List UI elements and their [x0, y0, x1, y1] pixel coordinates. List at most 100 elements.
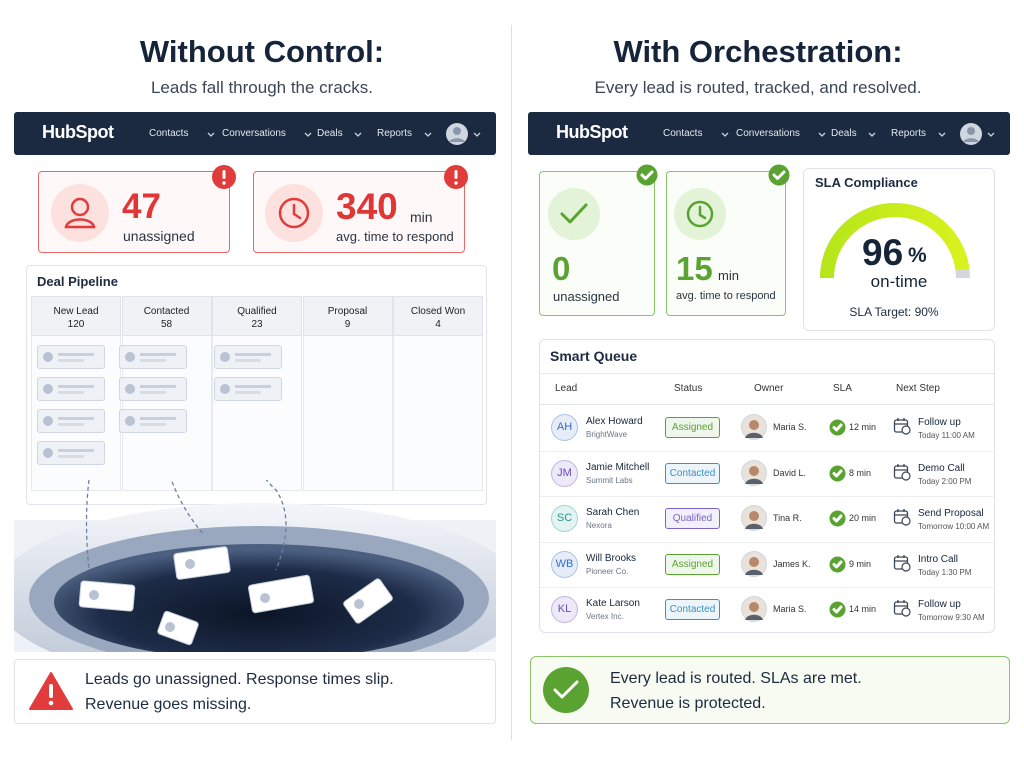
gauge-arc [820, 203, 970, 279]
chevron [987, 132, 995, 137]
stage-header [31, 296, 121, 336]
kpi-value: 340 [336, 186, 398, 227]
sinkhole [14, 480, 496, 652]
lead-company: Vertex Inc. [586, 612, 624, 622]
gauge [820, 203, 970, 279]
lead-company: Nexora [586, 521, 612, 531]
kpi-value: 0 [552, 250, 571, 287]
sla-label: on-time [870, 272, 928, 291]
footer-card [14, 659, 496, 724]
sla-title: SLA Compliance [815, 175, 918, 190]
placeholder-card [119, 409, 187, 433]
panel-title: With Orchestration: [613, 34, 903, 69]
stage-name: Contacted [143, 306, 190, 317]
owner-photo [741, 459, 767, 486]
placeholder-card [37, 345, 105, 369]
placeholder-card [119, 377, 187, 401]
column-header: Owner [754, 383, 784, 394]
placeholder-card [37, 377, 105, 401]
user-avatar [960, 123, 982, 145]
kpi-value: 15 [676, 250, 713, 287]
owner-name: James K. [773, 558, 811, 569]
nav-item: Deals [831, 128, 857, 139]
kpi-label: unassigned [553, 289, 620, 304]
chevron [424, 132, 432, 137]
footer-card [530, 656, 1010, 724]
next-step: Send Proposal [918, 508, 984, 520]
stage-count: 58 [160, 319, 173, 330]
stage-header [121, 296, 212, 336]
nav-item: Reports [377, 128, 413, 139]
sla-check [829, 465, 846, 482]
lead-name: Alex Howard [586, 416, 643, 427]
next-time: Today 1:30 PM [918, 567, 972, 577]
sla-time: 12 min [849, 422, 877, 432]
column-header: SLA [833, 383, 852, 394]
stage-header [302, 296, 393, 336]
status-pill: Assigned [665, 553, 720, 575]
check-badge [768, 164, 790, 186]
lead-name: Sarah Chen [586, 507, 640, 519]
logo: HubSpot [556, 122, 628, 142]
pipeline-title: Deal Pipeline [37, 274, 118, 289]
sla-check [829, 419, 846, 436]
owner-name: Maria S. [773, 422, 807, 432]
divider [511, 25, 512, 740]
nav-item: Contacts [149, 128, 189, 139]
footer-text: Revenue goes missing. [85, 696, 252, 713]
stage-count: 120 [67, 319, 85, 330]
owner-name: David L. [773, 467, 807, 478]
stage-count: 23 [251, 319, 263, 330]
lead-name: Kate Larson [586, 598, 640, 610]
sla-check [829, 556, 846, 573]
check-icon [543, 667, 589, 713]
next-step: Demo Call [918, 462, 965, 474]
stage-count: 9 [344, 319, 351, 330]
owner-photo [741, 505, 767, 532]
lead-avatar: WB [551, 550, 578, 578]
sla-unit: % [908, 244, 927, 267]
kpi-unit: min [718, 268, 739, 283]
queue-card [539, 339, 995, 633]
placeholder-card [37, 409, 105, 433]
nav-item: Conversations [736, 128, 800, 139]
calendar-icon [893, 554, 911, 572]
chevron [473, 132, 481, 137]
lead-name: Will Brooks [586, 552, 637, 564]
next-step: Follow up [918, 599, 961, 611]
sla-check [829, 510, 846, 527]
lead-company: BrightWave [586, 430, 628, 439]
logo: HubSpot [42, 122, 114, 142]
status-pill: Contacted [665, 462, 720, 484]
lead-avatar: SC [551, 505, 578, 533]
stage-count: 4 [435, 319, 441, 330]
kpi-label: unassigned [123, 228, 195, 244]
placeholder-card [119, 345, 187, 369]
footer-text: Leads go unassigned. Response times slip… [85, 671, 394, 688]
chevron [304, 132, 312, 137]
lead-company: Pioneer Co. [586, 566, 629, 576]
rule [540, 541, 994, 543]
stage-header [393, 296, 483, 336]
rule [540, 496, 994, 498]
status-pill: Qualified [665, 508, 720, 530]
nav-bar [528, 112, 1010, 155]
next-time: Today 11:00 AM [918, 431, 975, 440]
kpi-value: 47 [122, 187, 161, 226]
chevron [938, 132, 946, 137]
clock-icon [265, 184, 323, 242]
check-icon [548, 188, 600, 240]
chevron [354, 132, 362, 137]
column-header: Lead [555, 383, 578, 394]
column-header: Status [674, 383, 703, 394]
chevron [818, 132, 826, 137]
calendar-icon [893, 463, 911, 481]
user-avatar [446, 123, 468, 145]
person-icon [51, 184, 109, 242]
kpi-label: avg. time to respond [676, 290, 776, 302]
placeholder-card [214, 345, 282, 369]
chevron [868, 132, 876, 137]
lead-name: Jamie Mitchell [586, 461, 650, 473]
sla-time: 14 min [849, 604, 877, 615]
